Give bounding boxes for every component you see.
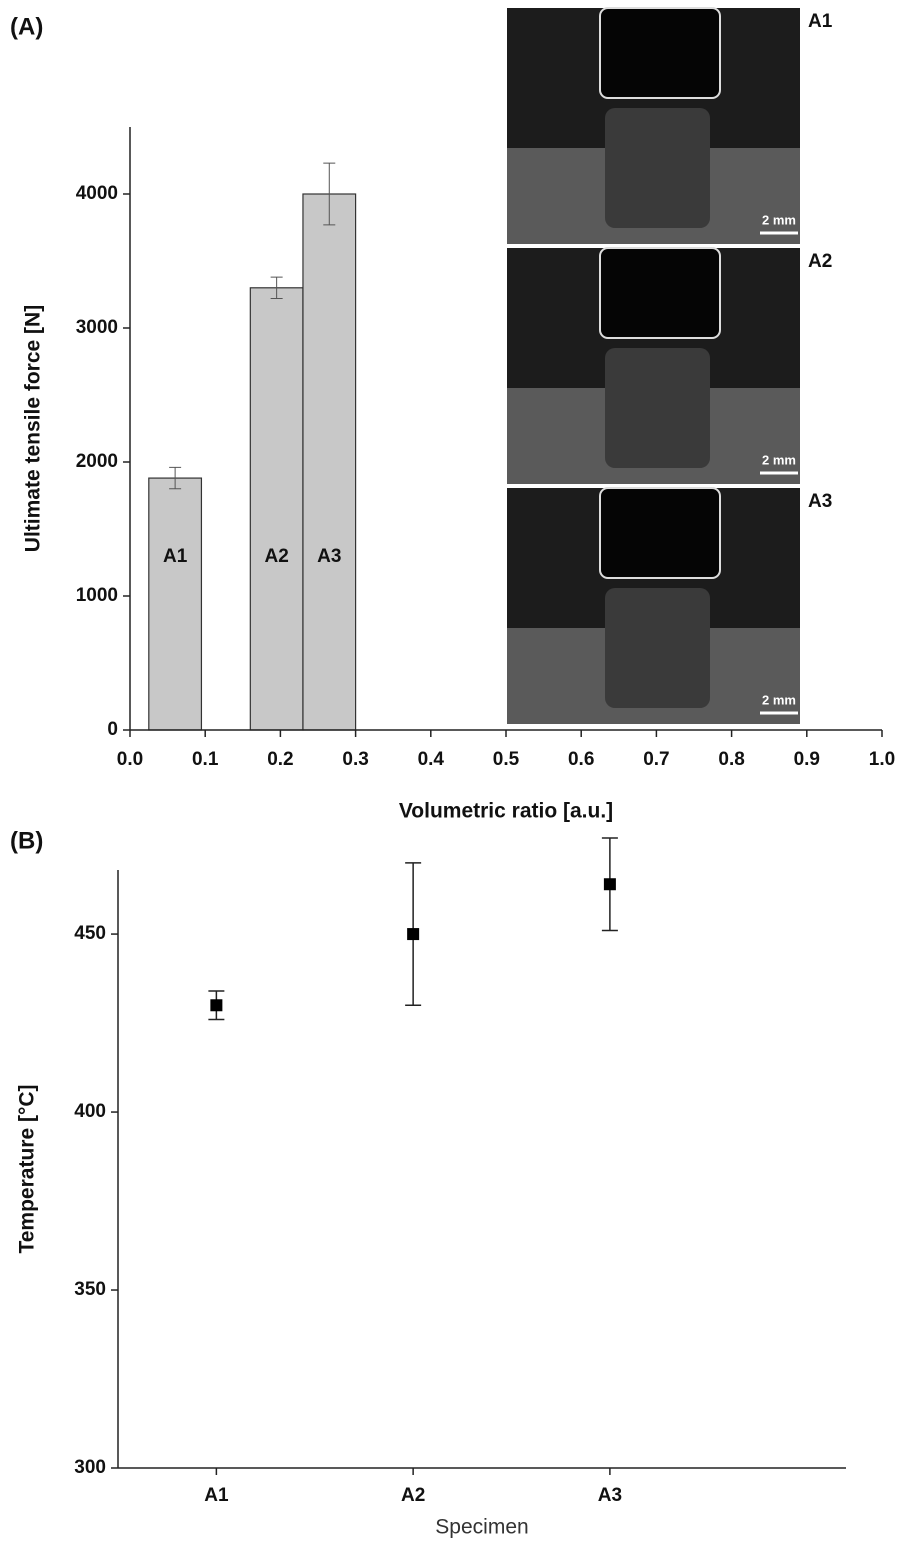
y-axis-title: Temperature [°C] xyxy=(16,1084,39,1253)
x-tick-label: 0.7 xyxy=(643,749,669,770)
error-bar xyxy=(270,276,283,300)
panel-label: (A) xyxy=(10,13,43,40)
point xyxy=(407,928,420,941)
point xyxy=(210,999,223,1012)
x-tick-label: 0.4 xyxy=(418,749,445,770)
scale-label: 2 mm xyxy=(762,212,796,227)
bar-label: A1 xyxy=(163,546,188,567)
micrograph-tool xyxy=(599,487,721,579)
x-tick-label: 0.5 xyxy=(493,749,520,770)
error-bar xyxy=(323,162,336,226)
y-tick-label: 4000 xyxy=(76,183,118,204)
scale-label: 2 mm xyxy=(762,452,796,467)
x-tick-label: A2 xyxy=(401,1485,425,1506)
x-tick-label: 0.9 xyxy=(794,749,820,770)
micrograph-tool xyxy=(599,7,721,99)
bar xyxy=(302,193,357,731)
micrograph-nugget xyxy=(605,108,710,228)
x-tick-label: 0.2 xyxy=(267,749,293,770)
bar-label: A3 xyxy=(317,546,341,567)
inset-label: A2 xyxy=(808,251,832,272)
x-tick-label: 0.1 xyxy=(192,749,219,770)
y-tick-label: 3000 xyxy=(76,317,118,338)
x-tick-label: 1.0 xyxy=(869,749,895,770)
inset-label: A3 xyxy=(808,491,832,512)
micrograph-nugget xyxy=(605,348,710,468)
bar xyxy=(249,287,304,731)
x-tick-label: A1 xyxy=(204,1485,229,1506)
x-axis-title: Specimen xyxy=(435,1516,528,1539)
scale-label: 2 mm xyxy=(762,692,796,707)
y-axis-title: Ultimate tensile force [N] xyxy=(22,305,45,552)
x-tick-label: 0.8 xyxy=(718,749,744,770)
bar-label: A2 xyxy=(264,546,288,567)
x-tick-label: 0.0 xyxy=(117,749,143,770)
x-tick-label: 0.3 xyxy=(342,749,368,770)
y-tick-label: 300 xyxy=(74,1457,106,1478)
y-tick-label: 400 xyxy=(74,1101,106,1122)
y-tick-label: 1000 xyxy=(76,585,118,606)
micrograph-tool xyxy=(599,247,721,339)
y-tick-label: 450 xyxy=(74,923,106,944)
x-tick-label: 0.6 xyxy=(568,749,594,770)
panel-label: (B) xyxy=(10,827,43,854)
error-bar xyxy=(169,466,182,490)
x-axis-title: Volumetric ratio [a.u.] xyxy=(399,800,613,823)
y-tick-label: 350 xyxy=(74,1279,106,1300)
y-tick-label: 2000 xyxy=(76,451,118,472)
point xyxy=(603,878,616,891)
micrograph-nugget xyxy=(605,588,710,708)
x-tick-label: A3 xyxy=(598,1485,622,1506)
inset-label: A1 xyxy=(808,11,833,32)
bar xyxy=(148,477,203,731)
y-tick-label: 0 xyxy=(107,719,118,740)
